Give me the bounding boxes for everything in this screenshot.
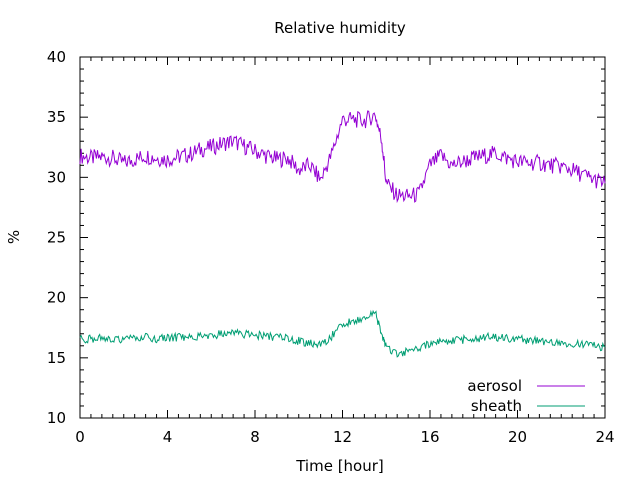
x-tick-label: 20 bbox=[508, 428, 527, 446]
legend-label-aerosol: aerosol bbox=[467, 377, 522, 395]
y-tick-label: 35 bbox=[47, 108, 66, 126]
series-line-sheath bbox=[79, 309, 606, 358]
x-tick-label: 4 bbox=[163, 428, 173, 446]
plot-series bbox=[79, 110, 606, 358]
legend-label-sheath: sheath bbox=[471, 397, 522, 415]
x-tick-label: 24 bbox=[595, 428, 614, 446]
y-axis-label: % bbox=[5, 230, 23, 244]
legend: aerosol sheath bbox=[467, 377, 585, 415]
x-tick-label: 16 bbox=[420, 428, 439, 446]
y-tick-label: 40 bbox=[47, 48, 66, 66]
x-axis-label: Time [hour] bbox=[295, 457, 384, 475]
y-tick-label: 30 bbox=[47, 168, 66, 186]
chart-title: Relative humidity bbox=[274, 19, 406, 37]
x-tick-label: 8 bbox=[250, 428, 260, 446]
plot-axes: 10 15 20 25 30 35 40 0 4 8 12 16 20 24 bbox=[47, 48, 615, 446]
x-tick-label: 0 bbox=[75, 428, 85, 446]
y-tick-label: 20 bbox=[47, 289, 66, 307]
series-line-aerosol bbox=[79, 110, 606, 204]
y-tick-label: 25 bbox=[47, 229, 66, 247]
y-tick-label: 15 bbox=[47, 349, 66, 367]
x-tick-label: 12 bbox=[333, 428, 352, 446]
plot-frame bbox=[79, 56, 606, 419]
y-tick-label: 10 bbox=[47, 409, 66, 427]
